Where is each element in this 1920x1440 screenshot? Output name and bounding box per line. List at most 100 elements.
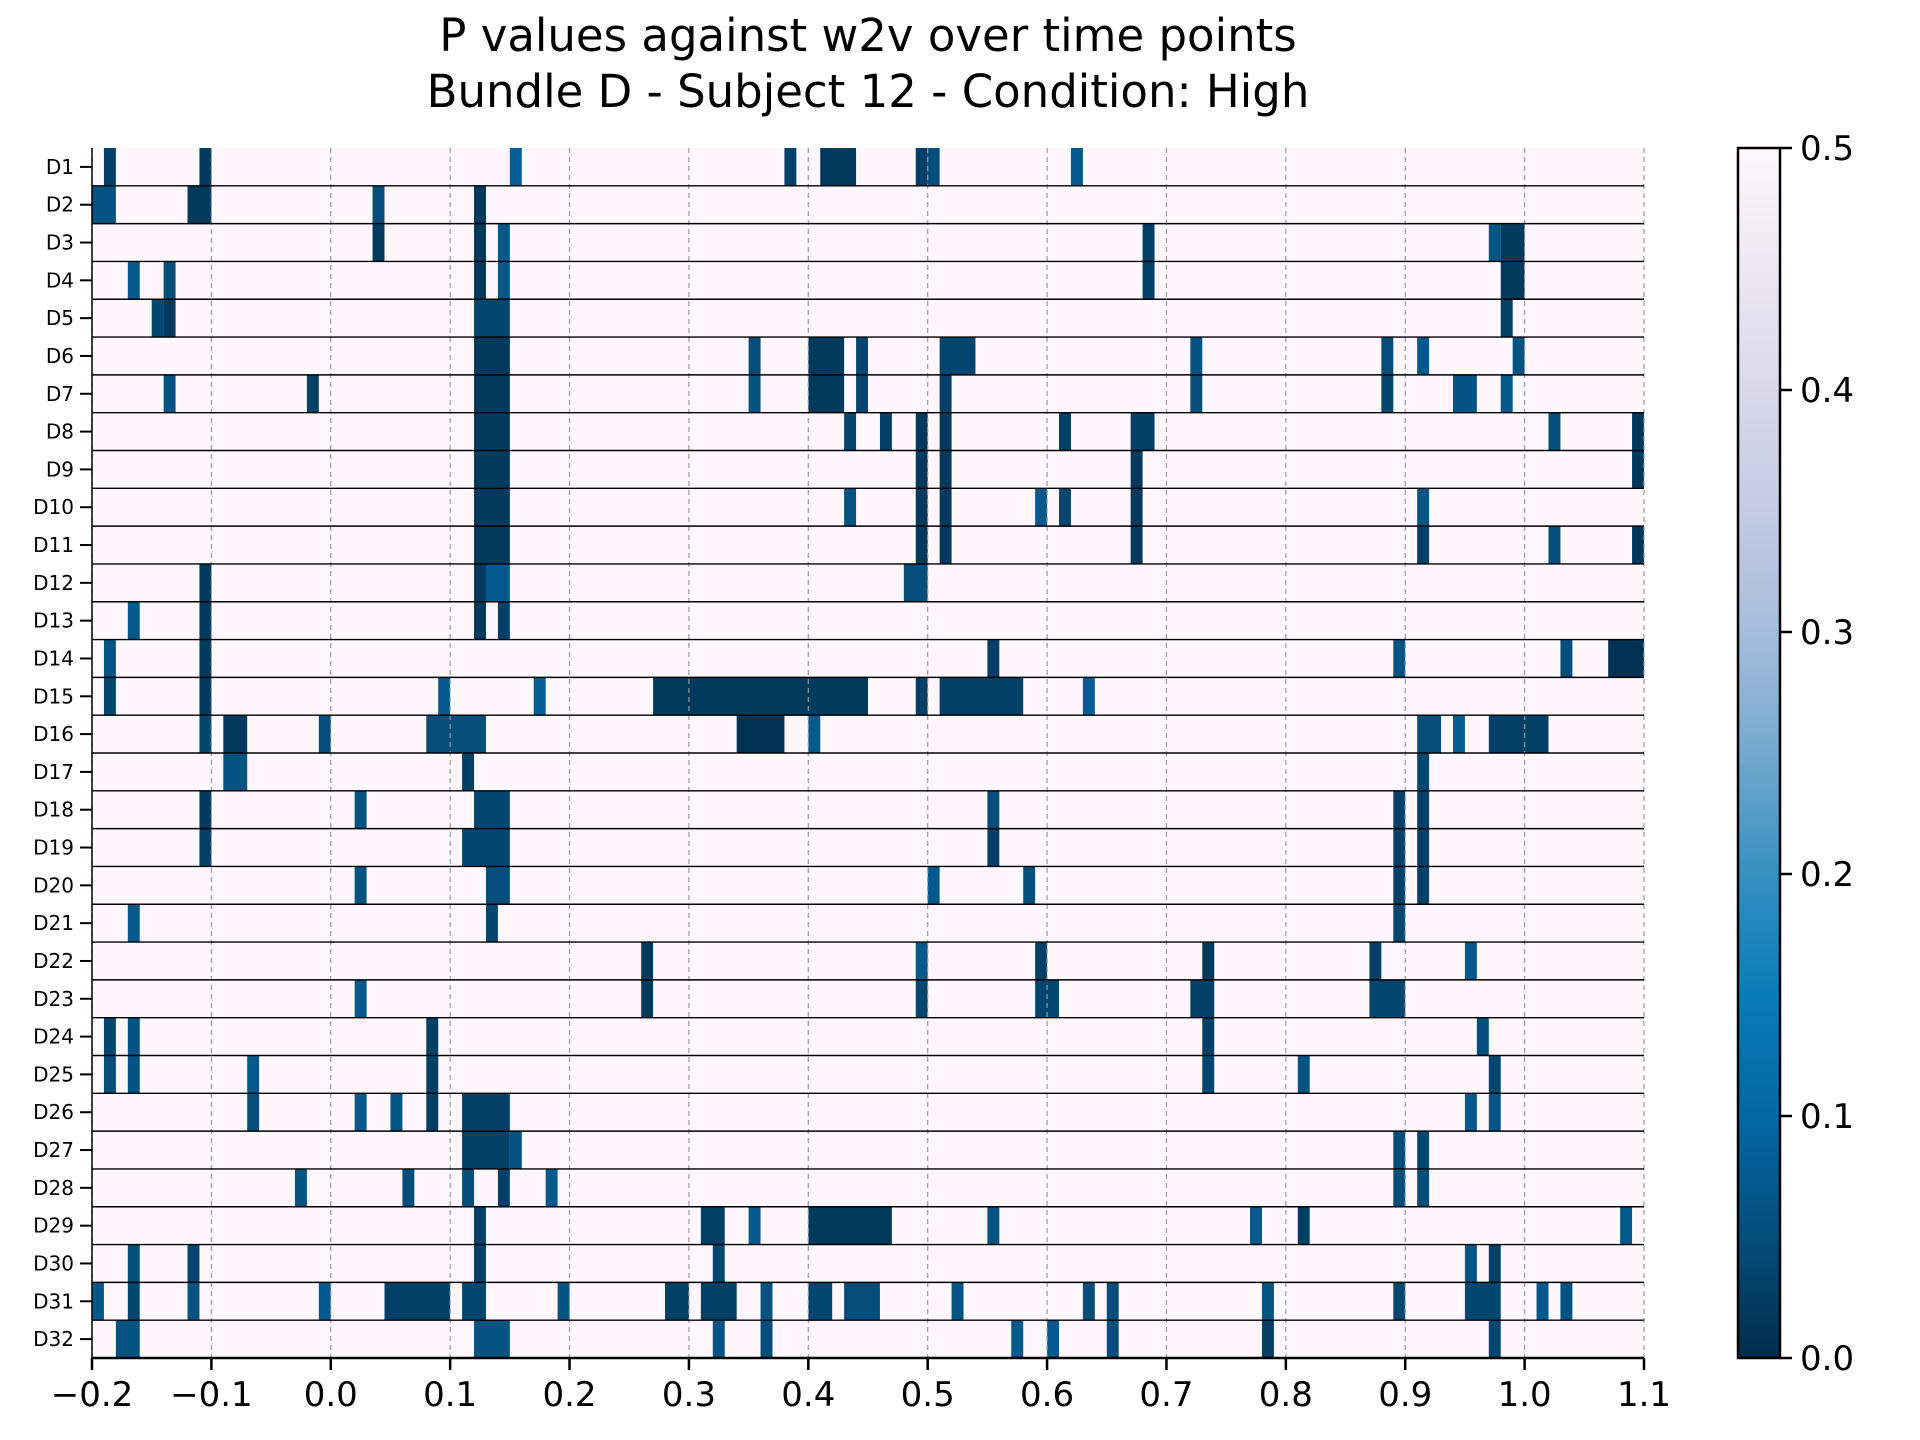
heatmap-cell — [1393, 790, 1406, 829]
y-tick-label: D21 — [33, 911, 74, 935]
row-background-D28 — [92, 1168, 1644, 1207]
heatmap-cell — [1023, 866, 1036, 905]
heatmap-cell — [1059, 488, 1071, 527]
heatmap-cell — [1417, 790, 1430, 829]
heatmap-cell — [1488, 1093, 1501, 1132]
heatmap-cell — [1297, 1206, 1310, 1245]
heatmap-cell — [700, 1206, 725, 1245]
heatmap-cell — [127, 1017, 140, 1056]
heatmap-cell — [1417, 1131, 1430, 1169]
y-tick-label: D13 — [33, 609, 74, 633]
y-tick-label: D24 — [33, 1025, 74, 1049]
heatmap-cell — [1488, 223, 1501, 262]
heatmap-cell — [939, 488, 952, 527]
heatmap-cell — [915, 450, 928, 489]
y-tick-label: D5 — [46, 306, 74, 330]
row-background-D12 — [92, 563, 1644, 602]
heatmap-cell — [1548, 412, 1561, 451]
row-background-D10 — [92, 488, 1644, 527]
y-tick-label: D11 — [33, 533, 74, 557]
y-tick-label: D27 — [33, 1138, 74, 1162]
heatmap-cell — [1512, 337, 1525, 375]
heatmap-cell — [199, 677, 212, 716]
heatmap-cell — [939, 337, 976, 375]
heatmap-cell — [474, 374, 510, 413]
heatmap-cell — [1035, 942, 1048, 980]
heatmap-cell — [700, 1282, 737, 1321]
row-background-D13 — [92, 601, 1644, 640]
heatmap-cell — [497, 223, 510, 262]
heatmap-cell — [1261, 1320, 1274, 1358]
heatmap-cell — [127, 601, 140, 640]
heatmap-cell — [1393, 1282, 1406, 1321]
heatmap-cell — [474, 223, 486, 262]
heatmap-cell — [1106, 1320, 1119, 1358]
row-background-D23 — [92, 979, 1644, 1018]
heatmap-cell — [784, 148, 797, 186]
heatmap-cell — [1417, 337, 1430, 375]
heatmap-cell — [545, 1168, 558, 1207]
heatmap-cell — [1297, 1055, 1310, 1094]
heatmap-cell — [462, 1282, 486, 1321]
heatmap-cell — [462, 1168, 475, 1207]
heatmap-cell — [354, 979, 367, 1018]
x-tick-label: 0.4 — [781, 1375, 835, 1415]
y-tick-label: D31 — [33, 1289, 74, 1313]
y-tick-label: D14 — [33, 646, 74, 670]
y-tick-label: D19 — [33, 836, 74, 860]
heatmap-cell — [939, 374, 952, 413]
heatmap-cell — [474, 450, 510, 489]
heatmap-cell — [987, 639, 1000, 678]
heatmap-cell — [903, 563, 928, 602]
heatmap-cell — [1560, 1282, 1573, 1321]
heatmap-cell — [163, 374, 176, 413]
heatmap-cell — [127, 261, 140, 300]
heatmap-cell — [915, 412, 928, 451]
heatmap-cell — [712, 1320, 725, 1358]
heatmap-cell — [1500, 374, 1513, 413]
heatmap-cell — [426, 1093, 439, 1132]
row-background-D26 — [92, 1093, 1644, 1132]
heatmap-cell — [1632, 412, 1644, 451]
heatmap-cell — [199, 828, 212, 867]
heatmap-cell — [653, 677, 868, 716]
heatmap-cell — [462, 753, 475, 791]
heatmap-cell — [318, 1282, 331, 1321]
heatmap-cell — [103, 1017, 116, 1056]
heatmap-cell — [1632, 450, 1644, 489]
heatmap-cell — [474, 337, 510, 375]
heatmap-cell — [808, 1282, 833, 1321]
row-background-D22 — [92, 942, 1644, 980]
heatmap-cell — [115, 1320, 140, 1358]
heatmap-cell — [151, 299, 164, 338]
heatmap-cell — [844, 412, 857, 451]
heatmap-cell — [187, 1244, 200, 1283]
x-tick-label: −0.2 — [51, 1375, 134, 1415]
heatmap-cell — [462, 828, 510, 867]
heatmap-cell — [1059, 412, 1071, 451]
row-background-D18 — [92, 790, 1644, 829]
heatmap-cell — [1608, 639, 1644, 678]
row-background-D8 — [92, 412, 1644, 451]
x-tick-label: 0.2 — [542, 1375, 596, 1415]
row-background-D5 — [92, 299, 1644, 338]
heatmap-cell — [474, 261, 486, 300]
colorbar-tick-label: 0.3 — [1800, 613, 1854, 653]
heatmap-cell — [1381, 337, 1394, 375]
chart-title: P values against w2v over time points Bu… — [92, 8, 1644, 120]
row-background-D11 — [92, 526, 1644, 564]
heatmap-cell — [474, 1320, 510, 1358]
heatmap-cell — [1548, 526, 1561, 564]
heatmap-cell — [354, 790, 367, 829]
heatmap-cell — [1464, 1244, 1477, 1283]
heatmap-cell — [199, 563, 212, 602]
row-background-D2 — [92, 185, 1644, 224]
heatmap-cell — [318, 715, 331, 753]
row-background-D9 — [92, 450, 1644, 489]
x-tick-label: 1.0 — [1498, 1375, 1552, 1415]
heatmap-cell — [163, 261, 176, 300]
heatmap-cell — [1369, 979, 1406, 1018]
heatmap-cell — [760, 1282, 773, 1321]
chart-title-line-1: P values against w2v over time points — [439, 9, 1297, 62]
heatmap-cell — [1393, 866, 1406, 905]
